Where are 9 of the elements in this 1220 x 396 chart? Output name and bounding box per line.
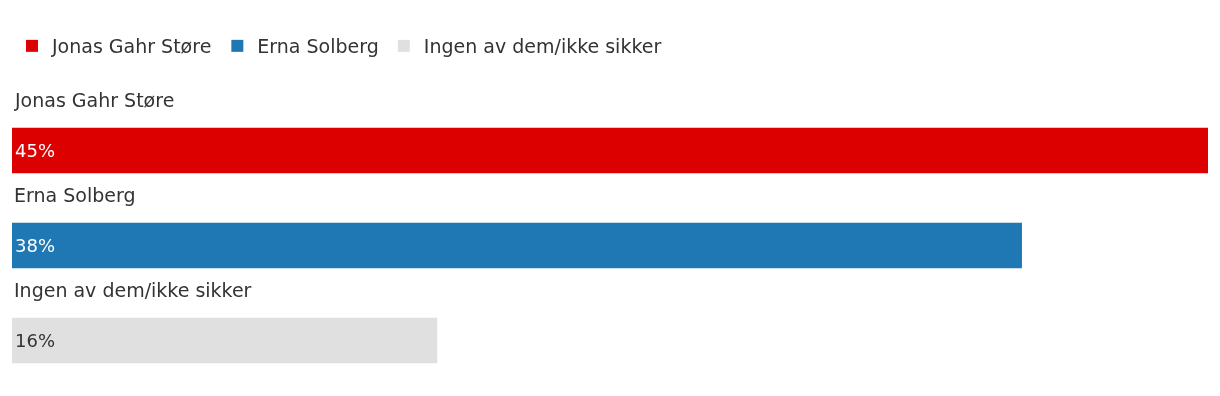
data-label: 38% xyxy=(15,235,56,256)
legend-label: Ingen av dem/ikke sikker xyxy=(423,35,662,58)
legend-label: Jonas Gahr Støre xyxy=(51,35,212,58)
data-label: 16% xyxy=(15,330,56,351)
y-tick-label: Erna Solberg xyxy=(14,184,136,206)
y-tick-label: Ingen av dem/ikke sikker xyxy=(14,279,252,301)
y-tick-label: Jonas Gahr Støre xyxy=(14,89,175,111)
data-label: 45% xyxy=(15,140,56,161)
legend-label: Erna Solberg xyxy=(257,35,379,58)
